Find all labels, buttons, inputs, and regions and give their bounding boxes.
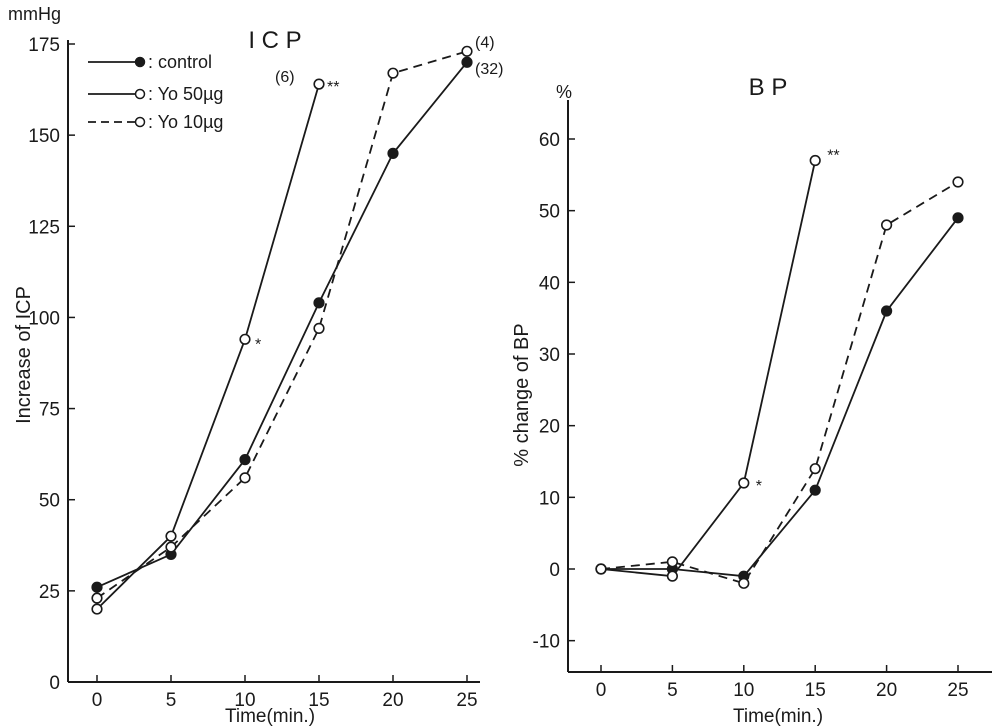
bp-y-tick-label: 50 bbox=[539, 202, 560, 223]
bp-x-tick-label: 15 bbox=[805, 680, 826, 701]
icp-data-point bbox=[313, 78, 325, 90]
icp-data-point bbox=[165, 530, 177, 542]
icp-x-tick-label: 20 bbox=[382, 690, 403, 711]
icp-chart-panel: 0 25 50 75 100 125 150 175 0 5 10 15 20 25 I C P mmHg Ti… bbox=[8, 4, 503, 727]
bp-annotation: ** bbox=[827, 148, 839, 165]
bp-data-point bbox=[952, 212, 964, 224]
bp-y-tick-label: 30 bbox=[539, 345, 560, 366]
icp-x-tick-label: 10 bbox=[234, 690, 255, 711]
icp-y-tick-label: 125 bbox=[28, 217, 60, 238]
legend-marker-2 bbox=[134, 116, 146, 128]
icp-y-axis-label: Increase of ICP bbox=[13, 286, 35, 424]
icp-x-tick-label: 15 bbox=[308, 690, 329, 711]
bp-y-tick-label: -10 bbox=[533, 632, 560, 653]
bp-data-point bbox=[666, 570, 679, 582]
bp-data-point bbox=[809, 154, 821, 167]
icp-data-point bbox=[387, 147, 399, 159]
bp-y-tick-label: 60 bbox=[539, 130, 560, 151]
icp-data-point bbox=[239, 454, 251, 466]
bp-y-tick-label: 20 bbox=[539, 417, 560, 438]
icp-series-line-1 bbox=[96, 83, 320, 610]
bp-y-tick-label: 0 bbox=[549, 560, 560, 581]
legend-marker-1 bbox=[134, 88, 146, 100]
icp-x-axis-label: Time(min.) bbox=[225, 706, 315, 727]
bp-x-tick-label: 0 bbox=[596, 680, 607, 701]
icp-data-point bbox=[91, 592, 103, 604]
icp-annotation: ** bbox=[327, 79, 339, 96]
icp-y-tick-label: 25 bbox=[39, 582, 60, 603]
bp-data-point bbox=[738, 577, 750, 589]
icp-x-tick-label: 25 bbox=[456, 690, 477, 711]
bp-y-tick-label: 10 bbox=[539, 488, 560, 509]
icp-annotation: (32) bbox=[475, 61, 503, 78]
icp-data-point bbox=[91, 603, 103, 615]
legend-marker-0 bbox=[134, 56, 146, 68]
icp-annotation: * bbox=[255, 336, 261, 353]
bp-y-axis-label: % change of BP bbox=[511, 323, 533, 466]
bp-series-line-0 bbox=[601, 217, 959, 578]
bp-data-point bbox=[880, 219, 893, 231]
icp-chart-title: I C P bbox=[248, 27, 301, 54]
bp-data-point bbox=[595, 563, 607, 575]
bp-x-tick-label: 20 bbox=[876, 680, 897, 701]
icp-unit-label: mmHg bbox=[8, 4, 61, 24]
icp-y-tick-label: 150 bbox=[28, 126, 60, 147]
icp-data-point bbox=[165, 541, 177, 553]
bp-data-point bbox=[880, 305, 893, 317]
icp-series-line-0 bbox=[96, 61, 468, 589]
legend-label-0: : control bbox=[148, 52, 212, 72]
icp-x-tick-label: 0 bbox=[92, 690, 103, 711]
icp-x-tick-label: 5 bbox=[166, 690, 177, 711]
icp-data-point bbox=[461, 45, 473, 57]
icp-data-point bbox=[461, 56, 473, 68]
icp-y-tick-label: 75 bbox=[39, 400, 60, 421]
icp-y-tick-label: 0 bbox=[49, 673, 60, 694]
bp-chart-title: B P bbox=[749, 74, 788, 101]
icp-data-point bbox=[387, 67, 399, 79]
bp-annotation: * bbox=[756, 478, 762, 495]
bp-x-tick-label: 10 bbox=[733, 680, 754, 701]
legend-label-2: : Yo 10µg bbox=[148, 112, 223, 132]
icp-data-point bbox=[239, 333, 251, 345]
icp-y-tick-label: 50 bbox=[39, 491, 60, 512]
bp-x-tick-label: 25 bbox=[947, 680, 968, 701]
icp-annotation: (4) bbox=[475, 34, 495, 51]
icp-y-tick-label: 175 bbox=[28, 35, 60, 56]
bp-data-point bbox=[809, 484, 821, 496]
bp-series-line-2 bbox=[600, 181, 959, 585]
bp-y-tick-label: 40 bbox=[539, 273, 560, 294]
legend-label-1: : Yo 50µg bbox=[148, 84, 223, 104]
bp-data-point bbox=[809, 463, 821, 475]
icp-annotation: (6) bbox=[275, 69, 295, 86]
bp-unit-label: % bbox=[556, 82, 572, 102]
icp-data-point bbox=[239, 472, 251, 484]
bp-data-point bbox=[952, 176, 964, 188]
icp-data-point bbox=[91, 581, 103, 593]
bp-data-point bbox=[666, 556, 679, 568]
bp-data-point bbox=[738, 477, 750, 489]
bp-x-tick-label: 5 bbox=[667, 680, 678, 701]
icp-data-point bbox=[313, 322, 325, 334]
bp-chart-panel: -10 0 10 20 30 40 50 60 0 5 10 15 20 25 B P% Time(min.)… bbox=[511, 74, 992, 727]
icp-series-line-2 bbox=[96, 50, 468, 599]
bp-series-line-1 bbox=[600, 160, 817, 578]
icp-data-point bbox=[313, 297, 325, 309]
icp-y-tick-label: 100 bbox=[28, 308, 60, 329]
bp-x-axis-label: Time(min.) bbox=[733, 706, 823, 727]
